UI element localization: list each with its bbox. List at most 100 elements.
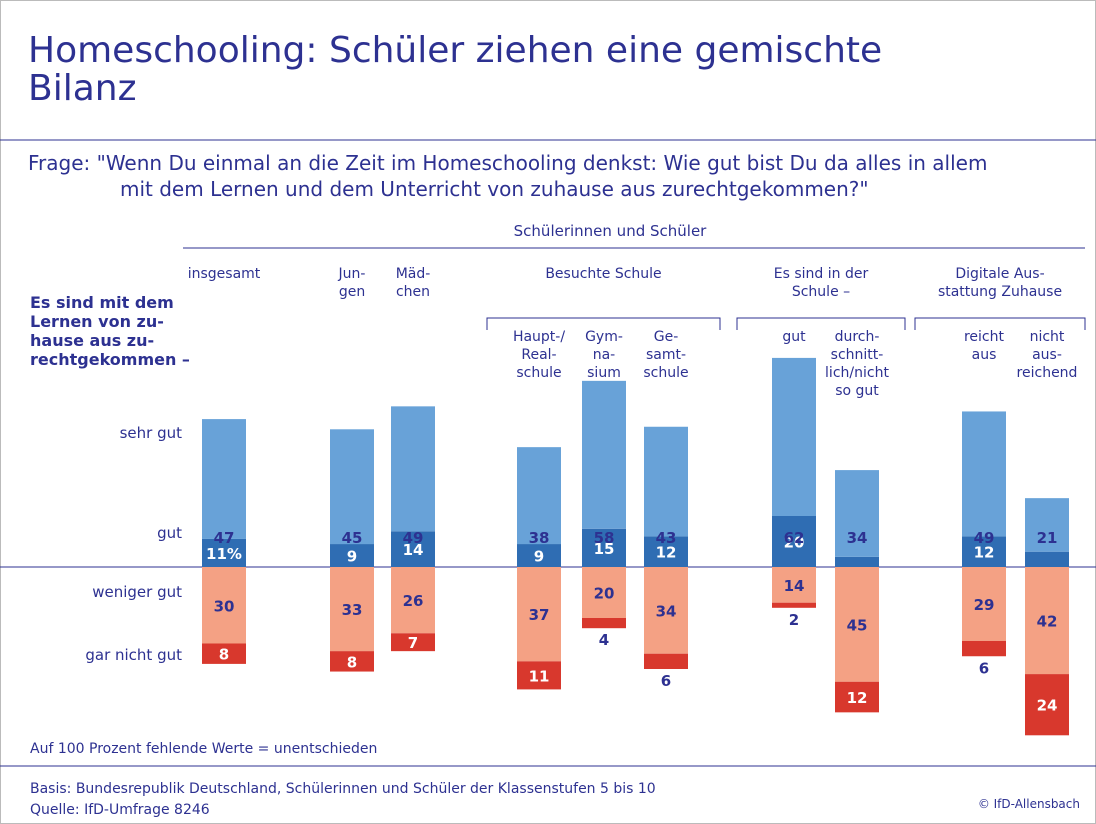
group-bracket — [736, 317, 906, 330]
question: Frage: "Wenn Du einmal an die Zeit im Ho… — [28, 151, 987, 201]
x-tick-label: Haupt-/Real-schule — [513, 329, 565, 381]
data-label: 8 — [347, 653, 357, 671]
data-label: 37 — [529, 606, 550, 624]
bar-segment — [644, 653, 688, 669]
bar-segment — [1025, 551, 1069, 567]
data-label: 4 — [599, 631, 609, 649]
note: Auf 100 Prozent fehlende Werte = unentsc… — [30, 741, 377, 757]
bar-segment — [582, 528, 626, 567]
x-tick-label: reicht aus — [964, 329, 1005, 363]
data-label: 29 — [974, 596, 995, 614]
legend-label: sehr gut — [120, 424, 183, 442]
data-label: 45 — [342, 529, 363, 547]
data-label: 15 — [594, 540, 615, 558]
data-label: 8 — [219, 646, 229, 664]
data-label: 20 — [594, 585, 615, 603]
data-label: 62 — [784, 529, 805, 547]
group-bracket — [914, 317, 1086, 330]
bar-segment — [517, 447, 561, 545]
data-label: 30 — [214, 597, 235, 615]
bar-segment — [202, 538, 246, 567]
header: Schülerinnen und Schüler — [514, 222, 708, 240]
bar-segment — [517, 544, 561, 567]
bar-segment — [330, 544, 374, 567]
legend-label: gut — [157, 524, 182, 542]
bar-segment — [582, 618, 626, 629]
bar-segment — [644, 536, 688, 567]
bar-segment — [835, 567, 879, 682]
legend-label: gar nicht gut — [85, 646, 182, 664]
bar-segment — [391, 531, 435, 567]
data-label: 49 — [403, 529, 424, 547]
bar-segment — [772, 357, 816, 516]
data-label: 12 — [974, 544, 995, 562]
source: Quelle: IfD-Umfrage 8246 — [30, 802, 210, 818]
bar-segment — [962, 536, 1006, 567]
x-tick-label: gut — [782, 329, 806, 345]
data-label: 7 — [408, 634, 418, 652]
data-label: 12 — [656, 544, 677, 562]
data-label: 11% — [206, 545, 242, 563]
x-tick-label: insgesamt — [188, 266, 261, 282]
data-label: 12 — [847, 689, 868, 707]
data-label: 6 — [979, 659, 989, 677]
data-label: 9 — [534, 548, 544, 566]
legend-label: weniger gut — [92, 583, 182, 601]
bar-segment — [391, 406, 435, 532]
x-tick-label: durch-schnitt-lich/nicht so gut — [825, 329, 889, 399]
data-label: 11 — [529, 667, 550, 685]
basis: Basis: Bundesrepublik Deutschland, Schül… — [30, 781, 656, 797]
bar-segment — [772, 602, 816, 608]
bar-segment — [517, 567, 561, 662]
x-tick-label: Mäd-chen — [396, 266, 431, 300]
bar-segment — [1025, 674, 1069, 736]
credit: © IfD-Allensbach — [978, 797, 1080, 811]
bar-segment — [962, 411, 1006, 537]
bar-segment — [962, 640, 1006, 657]
data-label: 42 — [1037, 613, 1058, 631]
chart-title: Homeschooling: Schüler ziehen eine gemis… — [28, 30, 882, 109]
group-bracket — [486, 317, 721, 330]
data-label: 20 — [784, 534, 805, 552]
data-label: 43 — [656, 529, 677, 547]
group-label: Besuchte Schule — [545, 266, 661, 282]
bar-segment — [202, 643, 246, 664]
bar-segment — [835, 681, 879, 713]
data-label: 14 — [403, 541, 424, 559]
bar-segment — [202, 419, 246, 539]
data-label: 47 — [214, 529, 235, 547]
data-label: 21 — [1037, 529, 1058, 547]
bar-segment — [835, 470, 879, 557]
bar-segment — [582, 380, 626, 529]
bar-segment — [391, 567, 435, 634]
bar-segment — [962, 567, 1006, 641]
data-label: 38 — [529, 529, 550, 547]
bar-segment — [1025, 498, 1069, 552]
data-label: 49 — [974, 529, 995, 547]
data-label: 24 — [1037, 697, 1058, 715]
data-label: 6 — [661, 672, 671, 690]
data-label: 34 — [656, 602, 677, 620]
group-label: Digitale Aus-stattung Zuhause — [938, 266, 1062, 300]
data-label: 14 — [784, 577, 805, 595]
bar-segment — [330, 651, 374, 672]
bar-segment — [644, 426, 688, 537]
data-label: 33 — [342, 601, 363, 619]
row-header: Es sind mit dem Lernen von zu-hause aus z… — [30, 293, 190, 369]
bar-segment — [330, 429, 374, 545]
data-label: 26 — [403, 592, 424, 610]
data-label: 34 — [847, 529, 868, 547]
group-label: Es sind in der Schule – — [774, 266, 869, 300]
x-tick-label: Gym-na-sium — [585, 329, 623, 381]
data-label: 58 — [594, 529, 615, 547]
x-tick-label: Jun-gen — [338, 266, 366, 300]
bar-segment — [517, 661, 561, 690]
x-tick-label: nicht aus-reichend — [1017, 329, 1078, 381]
bar-segment — [772, 567, 816, 603]
bar-segment — [772, 516, 816, 567]
bar-segment — [582, 567, 626, 618]
bar-segment — [391, 633, 435, 652]
bar-segment — [835, 556, 879, 567]
